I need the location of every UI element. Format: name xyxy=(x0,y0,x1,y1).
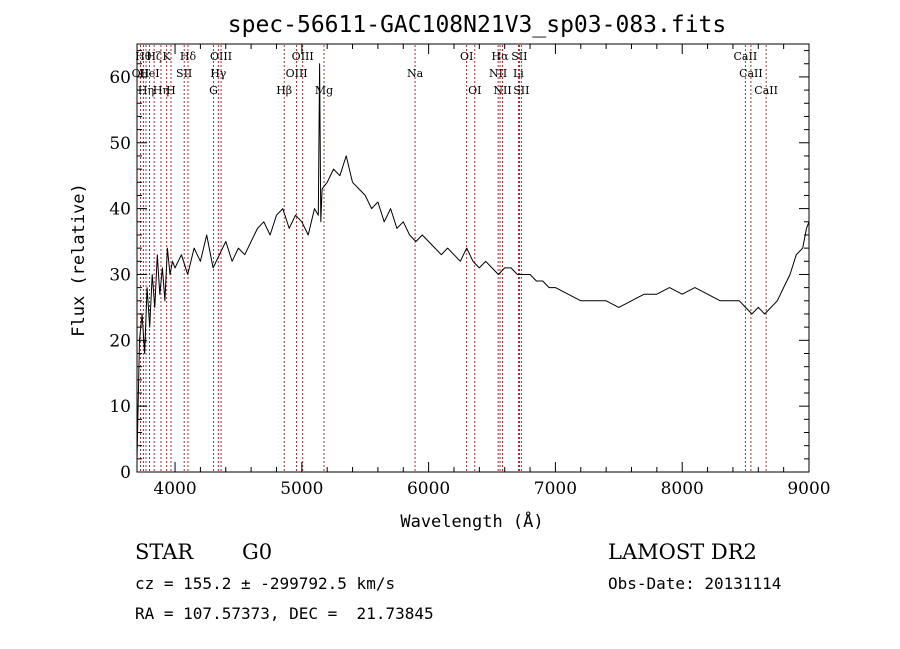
marker-label-14: OIII xyxy=(286,67,308,80)
marker-label-9: Hδ xyxy=(180,50,197,63)
y-tick-label-4: 40 xyxy=(109,200,131,220)
marker-label-1: Hθ xyxy=(135,50,152,63)
x-tick-label-0: 4000 xyxy=(153,479,196,499)
y-tick-label-6: 60 xyxy=(109,68,131,88)
marker-label-6: K xyxy=(163,50,172,63)
marker-label-27: CaII xyxy=(739,67,763,80)
marker-label-24: SII xyxy=(511,50,527,63)
plot-frame xyxy=(136,43,810,473)
x-axis-ticks: 4000 5000 6000 7000 8000 9000 xyxy=(153,44,831,499)
marker-label-12: OIII xyxy=(210,50,232,63)
x-tick-label-5: 9000 xyxy=(787,479,830,499)
x-axis-label: Wavelength (Å) xyxy=(400,510,543,532)
marker-label-13: Hβ xyxy=(276,84,292,97)
redshift-velocity: cz = 155.2 ± -299792.5 km/s xyxy=(135,574,396,593)
x-tick-label-1: 5000 xyxy=(280,479,323,499)
object-class: STAR xyxy=(135,540,194,564)
marker-label-20: NII xyxy=(489,67,507,80)
marker-label-16: Mg xyxy=(315,84,333,97)
y-tick-label-1: 10 xyxy=(109,397,131,417)
spectrum-line-0 xyxy=(136,63,810,459)
marker-label-26: CaII xyxy=(734,50,758,63)
x-tick-label-2: 6000 xyxy=(407,479,450,499)
survey-name: LAMOST DR2 xyxy=(608,540,757,564)
marker-label-22: NII xyxy=(493,84,511,97)
spectrum-series xyxy=(136,63,810,459)
y-axis-ticks: 0 10 20 30 40 50 60 xyxy=(109,50,809,483)
x-tick-label-3: 7000 xyxy=(534,479,577,499)
spectral-line-markers: OIIHθHηHeIHζHηKHSIIHδGHγOIIIHβOIIIOIIIMg… xyxy=(132,45,778,471)
chart-title: spec-56611-GAC108N21V3_sp03-083.fits xyxy=(228,12,727,38)
marker-label-4: Hζ xyxy=(146,50,162,63)
marker-label-25: SII xyxy=(513,84,529,97)
x-tick-label-4: 8000 xyxy=(661,479,704,499)
marker-label-21: Hα xyxy=(491,50,509,63)
marker-label-28: CaII xyxy=(754,84,778,97)
sky-coordinates: RA = 107.57373, DEC = 21.73845 xyxy=(135,604,434,623)
y-axis-label: Flux (relative) xyxy=(69,183,89,337)
marker-label-8: SII xyxy=(176,67,192,80)
marker-label-5: Hη xyxy=(153,84,169,97)
y-tick-label-0: 0 xyxy=(120,463,131,483)
marker-label-11: Hγ xyxy=(210,67,227,80)
y-tick-label-5: 50 xyxy=(109,134,131,154)
marker-label-2: Hη xyxy=(138,84,154,97)
marker-label-15: OIII xyxy=(292,50,314,63)
marker-label-7: H xyxy=(166,84,176,97)
marker-label-10: G xyxy=(209,84,218,97)
y-tick-label-2: 20 xyxy=(109,331,131,351)
marker-label-17: Na xyxy=(407,67,424,80)
marker-label-19: OI xyxy=(468,84,481,97)
marker-label-18: OI xyxy=(460,50,473,63)
object-subclass: G0 xyxy=(242,540,273,564)
y-tick-label-3: 30 xyxy=(109,265,131,285)
observation-date: Obs-Date: 20131114 xyxy=(608,574,782,593)
marker-label-3: HeI xyxy=(139,67,159,80)
marker-label-23: Li xyxy=(513,67,524,80)
